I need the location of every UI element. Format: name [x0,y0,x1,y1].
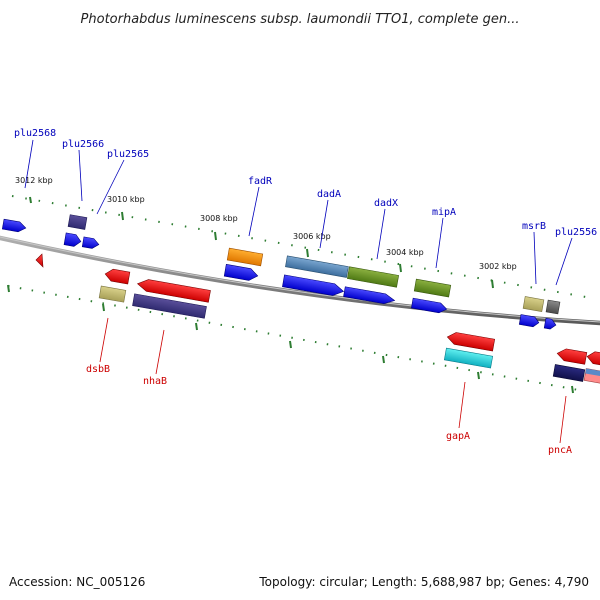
label-plu2568[interactable]: plu2568 [14,128,56,139]
label-pncA[interactable]: pncA [548,445,572,456]
gene-dadA-box[interactable] [285,255,349,278]
label-dadA[interactable]: dadA [317,189,341,200]
gene-dsbB-box[interactable] [98,285,127,303]
tick-track-inner [7,285,585,392]
gene-pncA-arrow[interactable] [556,347,588,365]
gene-mipA-arrow[interactable] [411,297,448,314]
tick-label-3010: 3010 kbp [107,195,145,204]
gene-dsbB-arrow[interactable] [104,268,131,285]
label-fadR[interactable]: fadR [248,176,273,187]
label-mipA[interactable]: mipA [432,207,456,218]
label-dadX[interactable]: dadX [374,198,398,209]
label-dsbB[interactable]: dsbB [86,364,110,375]
gene-pncA-box[interactable] [552,364,586,382]
label-gapA[interactable]: gapA [446,431,470,442]
gene-gapA-arrow[interactable] [446,331,496,352]
gene-dadX-box[interactable] [346,266,400,288]
label-nhaB[interactable]: nhaB [143,376,167,387]
genome-backbone [0,235,600,326]
gene-plu2556-box[interactable] [545,299,561,315]
gene-blue-small-arrow[interactable] [81,236,100,250]
gene-msrB-arrow[interactable] [518,314,540,328]
reverse-genes [35,253,600,384]
gene-mipA-box[interactable] [413,278,452,298]
gene-red-arrow-edge[interactable] [586,351,600,366]
gene-plu2556-arrow[interactable] [543,317,557,330]
gene-nhaB-box[interactable] [132,293,207,319]
gene-labels-reverse: dsbB nhaB gapA pncA [86,364,572,456]
genome-summary-text: Topology: circular; Length: 5,688,987 bp… [258,575,589,589]
gene-plu2566-box[interactable] [67,214,88,230]
accession-text: Accession: NC_005126 [9,575,145,589]
gene-edge-box[interactable] [583,368,600,384]
map-title: Photorhabdus luminescens subsp. laumondi… [81,12,520,27]
gene-dadA-arrow[interactable] [282,274,345,297]
tick-label-3006: 3006 kbp [293,232,331,241]
label-leaders [24,139,573,444]
kbp-labels: 3012 kbp 3010 kbp 3008 kbp 3006 kbp 3004… [15,176,517,271]
gene-fadR-box[interactable] [226,247,264,267]
tick-label-3008: 3008 kbp [200,214,238,223]
forward-genes [1,214,561,330]
gene-plu2565-arrow[interactable] [63,232,82,248]
gene-msrB-box[interactable] [522,296,545,312]
tick-label-3002: 3002 kbp [479,262,517,271]
label-plu2566[interactable]: plu2566 [62,139,104,150]
label-plu2565[interactable]: plu2565 [107,149,149,160]
gene-plu2568-arrow[interactable] [1,218,27,233]
gene-labels-forward: plu2568 plu2566 plu2565 fadR dadA dadX m… [14,128,597,238]
tick-label-3012: 3012 kbp [15,176,53,185]
gene-nhaB-arrow[interactable] [136,278,211,303]
major-ticks [7,196,574,394]
label-plu2556[interactable]: plu2556 [555,227,597,238]
tick-label-3004: 3004 kbp [386,248,424,257]
label-msrB[interactable]: msrB [522,221,546,232]
gene-dadX-arrow[interactable] [343,286,396,306]
gene-fadR-arrow[interactable] [223,263,259,282]
gene-gapA-box[interactable] [443,347,494,369]
gene-red-tiny-marker[interactable] [35,253,44,268]
